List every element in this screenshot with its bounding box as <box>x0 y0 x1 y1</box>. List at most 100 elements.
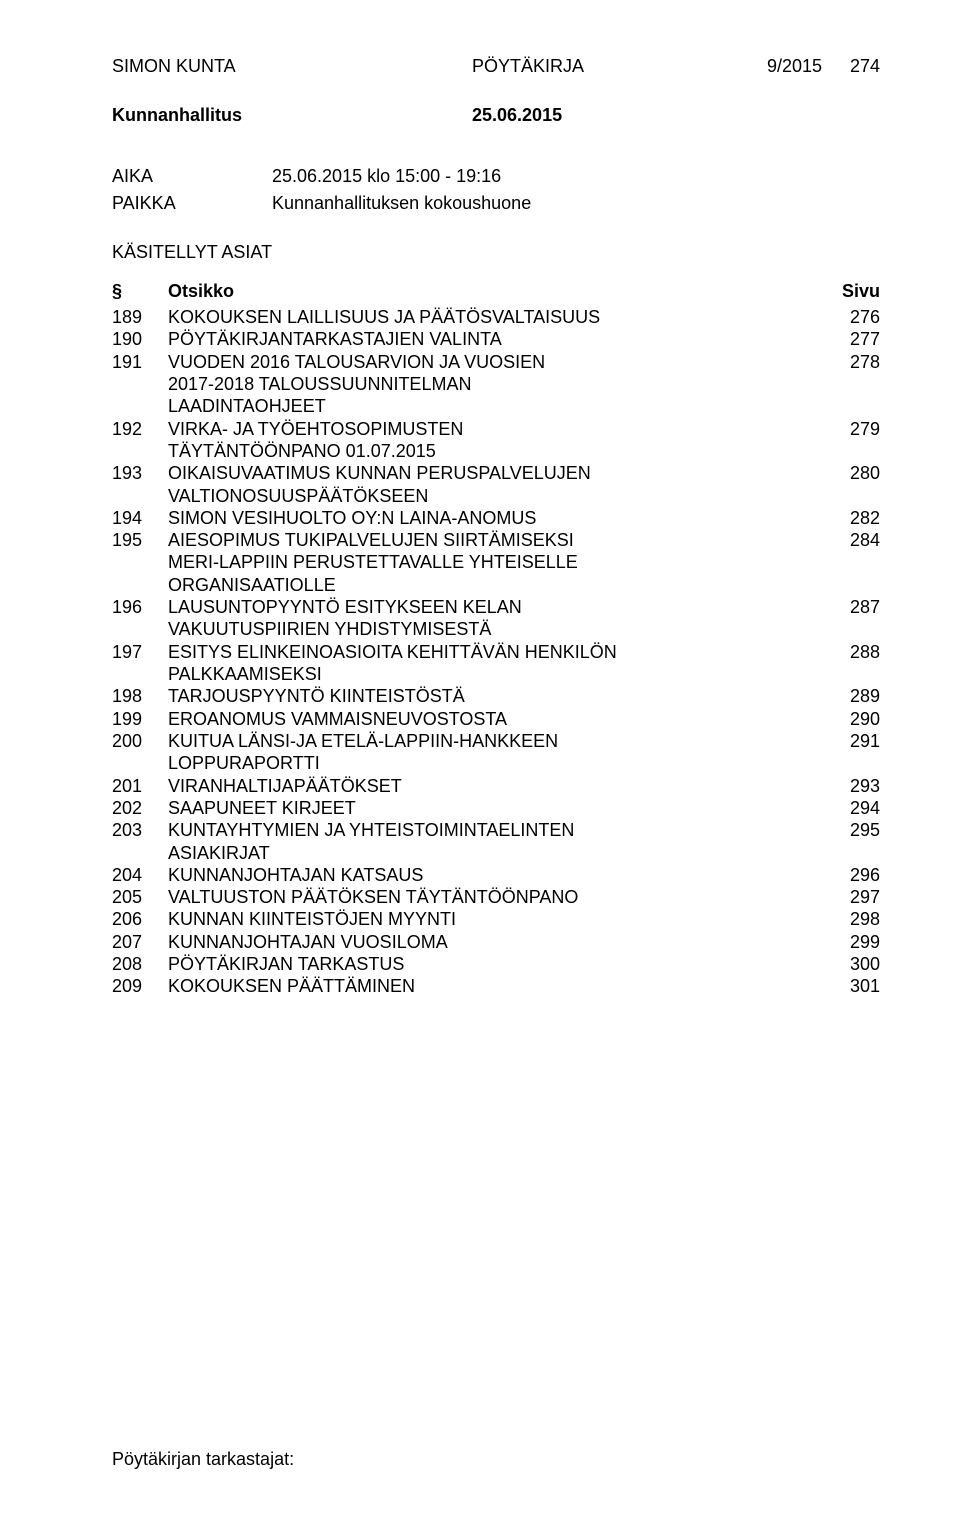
toc-row: 201VIRANHALTIJAPÄÄTÖKSET293 <box>112 775 880 797</box>
toc-item-title: SAAPUNEET KIRJEET <box>168 797 820 819</box>
toc-item-title: VALTUUSTON PÄÄTÖKSEN TÄYTÄNTÖÖNPANO <box>168 886 820 908</box>
toc-item-number: 189 <box>112 306 168 328</box>
header-doc-type: PÖYTÄKIRJA <box>472 56 732 77</box>
toc-item-number: 196 <box>112 596 168 641</box>
aika-value: 25.06.2015 klo 15:00 - 19:16 <box>272 166 880 187</box>
handled-matters-heading: KÄSITELLYT ASIAT <box>112 242 880 263</box>
toc-item-page: 295 <box>820 819 880 864</box>
toc-item-title: PÖYTÄKIRJANTARKASTAJIEN VALINTA <box>168 328 820 350</box>
header-row: SIMON KUNTA PÖYTÄKIRJA 9/2015 274 <box>112 56 880 77</box>
toc-item-title: EROANOMUS VAMMAISNEUVOSTOSTA <box>168 708 820 730</box>
toc-item-number: 200 <box>112 730 168 775</box>
toc-item-title: KUNNANJOHTAJAN VUOSILOMA <box>168 931 820 953</box>
toc-item-page: 287 <box>820 596 880 641</box>
toc-item-title: PÖYTÄKIRJAN TARKASTUS <box>168 953 820 975</box>
toc-row: 208PÖYTÄKIRJAN TARKASTUS300 <box>112 953 880 975</box>
toc-row: 198TARJOUSPYYNTÖ KIINTEISTÖSTÄ289 <box>112 685 880 707</box>
toc-item-number: 203 <box>112 819 168 864</box>
toc-item-page: 299 <box>820 931 880 953</box>
paikka-row: PAIKKA Kunnanhallituksen kokoushuone <box>112 193 880 214</box>
toc-row: 194SIMON VESIHUOLTO OY:N LAINA-ANOMUS282 <box>112 507 880 529</box>
toc-item-number: 197 <box>112 641 168 686</box>
board-date: 25.06.2015 <box>472 105 880 126</box>
toc-item-page: 293 <box>820 775 880 797</box>
toc-header-page: Sivu <box>820 281 880 302</box>
toc-item-number: 199 <box>112 708 168 730</box>
toc-row: 191VUODEN 2016 TALOUSARVION JA VUOSIEN 2… <box>112 351 880 418</box>
toc-item-page: 284 <box>820 529 880 596</box>
toc-row: 193OIKAISUVAATIMUS KUNNAN PERUSPALVELUJE… <box>112 462 880 507</box>
toc-item-title: VIRKA- JA TYÖEHTOSOPIMUSTEN TÄYTÄNTÖÖNPA… <box>168 418 820 463</box>
toc-row: 207KUNNANJOHTAJAN VUOSILOMA299 <box>112 931 880 953</box>
toc-item-number: 206 <box>112 908 168 930</box>
toc-row: 206KUNNAN KIINTEISTÖJEN MYYNTI298 <box>112 908 880 930</box>
toc-row: 192VIRKA- JA TYÖEHTOSOPIMUSTEN TÄYTÄNTÖÖ… <box>112 418 880 463</box>
toc-row: 199EROANOMUS VAMMAISNEUVOSTOSTA290 <box>112 708 880 730</box>
toc-item-number: 192 <box>112 418 168 463</box>
aika-row: AIKA 25.06.2015 klo 15:00 - 19:16 <box>112 166 880 187</box>
page: SIMON KUNTA PÖYTÄKIRJA 9/2015 274 Kunnan… <box>0 0 960 1518</box>
toc-item-page: 297 <box>820 886 880 908</box>
toc-item-page: 291 <box>820 730 880 775</box>
toc-item-title: VUODEN 2016 TALOUSARVION JA VUOSIEN 2017… <box>168 351 820 418</box>
toc-item-page: 276 <box>820 306 880 328</box>
toc-row: 202SAAPUNEET KIRJEET294 <box>112 797 880 819</box>
toc-item-number: 198 <box>112 685 168 707</box>
toc-item-number: 193 <box>112 462 168 507</box>
toc-item-title: LAUSUNTOPYYNTÖ ESITYKSEEN KELAN VAKUUTUS… <box>168 596 820 641</box>
toc-item-page: 288 <box>820 641 880 686</box>
board-name: Kunnanhallitus <box>112 105 472 126</box>
toc-item-title: SIMON VESIHUOLTO OY:N LAINA-ANOMUS <box>168 507 820 529</box>
toc-item-title: KUITUA LÄNSI-JA ETELÄ-LAPPIIN-HANKKEEN L… <box>168 730 820 775</box>
toc-item-page: 278 <box>820 351 880 418</box>
toc-row: 209KOKOUKSEN PÄÄTTÄMINEN301 <box>112 975 880 997</box>
board-row: Kunnanhallitus 25.06.2015 <box>112 105 880 126</box>
toc-item-number: 201 <box>112 775 168 797</box>
toc-item-title: OIKAISUVAATIMUS KUNNAN PERUSPALVELUJEN V… <box>168 462 820 507</box>
paikka-label: PAIKKA <box>112 193 272 214</box>
toc-header-title: Otsikko <box>168 281 820 302</box>
toc-item-page: 298 <box>820 908 880 930</box>
toc-row: 197ESITYS ELINKEINOASIOITA KEHITTÄVÄN HE… <box>112 641 880 686</box>
toc-row: 205VALTUUSTON PÄÄTÖKSEN TÄYTÄNTÖÖNPANO29… <box>112 886 880 908</box>
toc-row: 200KUITUA LÄNSI-JA ETELÄ-LAPPIIN-HANKKEE… <box>112 730 880 775</box>
toc-item-number: 208 <box>112 953 168 975</box>
toc-item-number: 204 <box>112 864 168 886</box>
aika-label: AIKA <box>112 166 272 187</box>
toc-row: 190PÖYTÄKIRJANTARKASTAJIEN VALINTA277 <box>112 328 880 350</box>
toc-row: 196LAUSUNTOPYYNTÖ ESITYKSEEN KELAN VAKUU… <box>112 596 880 641</box>
toc-item-page: 282 <box>820 507 880 529</box>
toc-item-page: 301 <box>820 975 880 997</box>
toc-item-title: ESITYS ELINKEINOASIOITA KEHITTÄVÄN HENKI… <box>168 641 820 686</box>
toc-row: 189KOKOUKSEN LAILLISUUS JA PÄÄTÖSVALTAIS… <box>112 306 880 328</box>
header-page-no: 274 <box>822 56 880 77</box>
footer-checkers: Pöytäkirjan tarkastajat: <box>112 1449 294 1470</box>
toc-item-title: KOKOUKSEN PÄÄTTÄMINEN <box>168 975 820 997</box>
toc-item-page: 289 <box>820 685 880 707</box>
header-org: SIMON KUNTA <box>112 56 472 77</box>
toc-item-number: 195 <box>112 529 168 596</box>
toc-header-sym: § <box>112 281 168 302</box>
toc-row: 203KUNTAYHTYMIEN JA YHTEISTOIMINTAELINTE… <box>112 819 880 864</box>
toc-item-page: 296 <box>820 864 880 886</box>
toc-item-page: 280 <box>820 462 880 507</box>
toc-item-number: 207 <box>112 931 168 953</box>
toc-item-number: 190 <box>112 328 168 350</box>
toc-row: 204KUNNANJOHTAJAN KATSAUS296 <box>112 864 880 886</box>
header-doc-no: 9/2015 <box>732 56 822 77</box>
toc-item-page: 290 <box>820 708 880 730</box>
toc-item-number: 191 <box>112 351 168 418</box>
toc-row: 195AIESOPIMUS TUKIPALVELUJEN SIIRTÄMISEK… <box>112 529 880 596</box>
toc-body: 189KOKOUKSEN LAILLISUUS JA PÄÄTÖSVALTAIS… <box>112 306 880 998</box>
toc-item-title: KUNNANJOHTAJAN KATSAUS <box>168 864 820 886</box>
toc-item-page: 279 <box>820 418 880 463</box>
paikka-value: Kunnanhallituksen kokoushuone <box>272 193 880 214</box>
toc-item-number: 209 <box>112 975 168 997</box>
toc-item-page: 300 <box>820 953 880 975</box>
toc-item-title: KUNTAYHTYMIEN JA YHTEISTOIMINTAELINTEN A… <box>168 819 820 864</box>
toc-item-title: AIESOPIMUS TUKIPALVELUJEN SIIRTÄMISEKSI … <box>168 529 820 596</box>
toc-item-title: KOKOUKSEN LAILLISUUS JA PÄÄTÖSVALTAISUUS <box>168 306 820 328</box>
toc-header: § Otsikko Sivu <box>112 281 880 302</box>
toc-item-page: 294 <box>820 797 880 819</box>
toc-item-title: TARJOUSPYYNTÖ KIINTEISTÖSTÄ <box>168 685 820 707</box>
